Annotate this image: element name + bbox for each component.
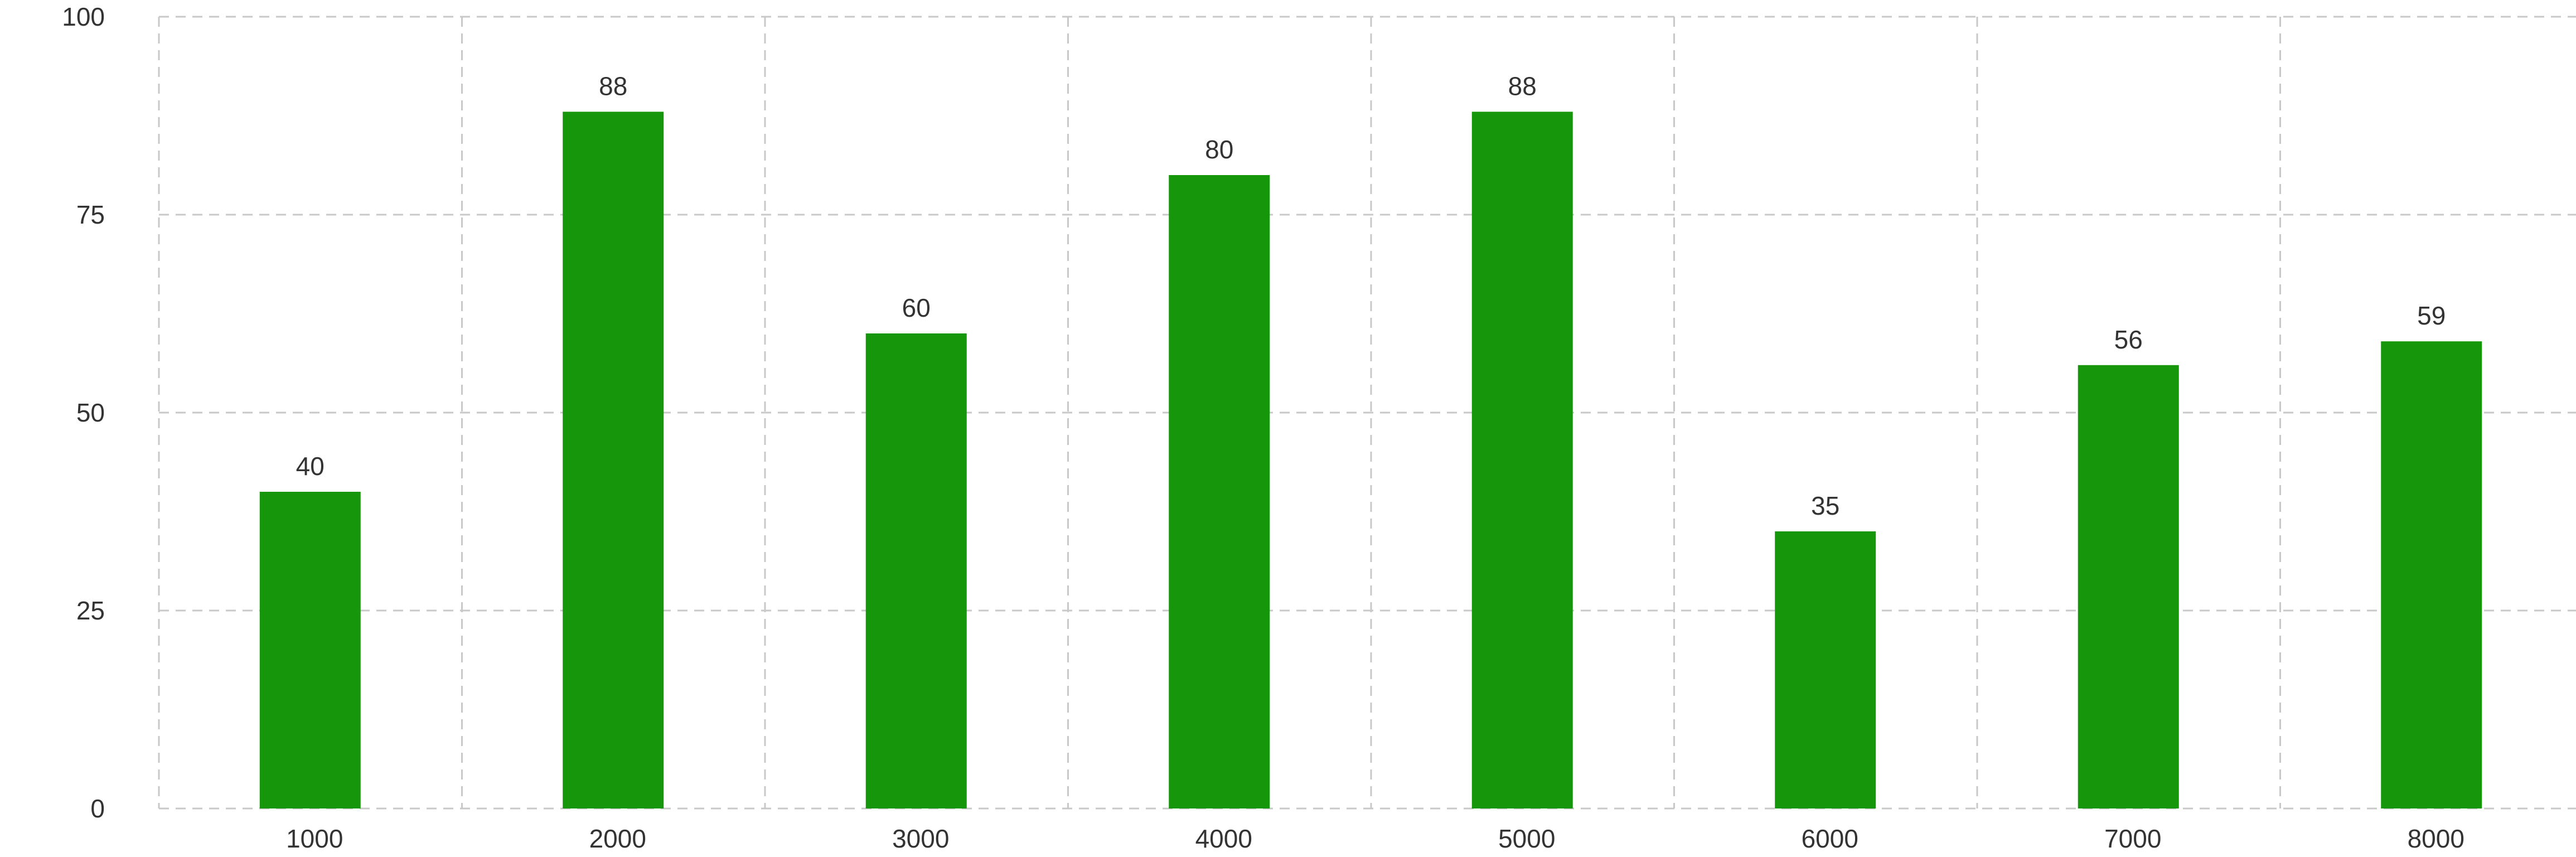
x-tick-label: 1000 bbox=[286, 824, 343, 853]
x-tick-label: 8000 bbox=[2408, 824, 2464, 853]
y-tick-label: 0 bbox=[90, 794, 105, 823]
bar bbox=[1471, 112, 1573, 808]
bars bbox=[259, 112, 2482, 808]
bar bbox=[865, 333, 967, 808]
y-axis: 0 25 50 75 100 bbox=[62, 2, 105, 823]
bar-value-label: 35 bbox=[1811, 491, 1839, 520]
bar-value-label: 59 bbox=[2417, 301, 2446, 330]
y-tick-label: 100 bbox=[62, 2, 105, 31]
x-tick-label: 2000 bbox=[589, 824, 646, 853]
bar bbox=[2078, 365, 2179, 808]
x-tick-label: 7000 bbox=[2104, 824, 2161, 853]
x-tick-label: 4000 bbox=[1195, 824, 1252, 853]
bar-value-label: 56 bbox=[2114, 325, 2143, 354]
x-tick-label: 3000 bbox=[892, 824, 949, 853]
bar-value-label: 88 bbox=[1508, 71, 1537, 100]
grid bbox=[158, 16, 2576, 810]
bar-value-label: 40 bbox=[296, 452, 325, 481]
bar bbox=[1775, 531, 1876, 808]
bar bbox=[259, 492, 361, 808]
x-axis: 1000 2000 3000 4000 5000 6000 7000 8000 bbox=[286, 824, 2464, 853]
x-tick-label: 5000 bbox=[1498, 824, 1555, 853]
data-labels: 40 88 60 80 88 35 56 59 bbox=[296, 71, 2446, 520]
bar bbox=[563, 112, 664, 808]
bar-value-label: 60 bbox=[902, 293, 931, 322]
bar bbox=[1169, 175, 1270, 808]
x-tick-label: 6000 bbox=[1802, 824, 1858, 853]
bar bbox=[2381, 341, 2482, 808]
y-tick-label: 25 bbox=[76, 596, 105, 625]
y-tick-label: 50 bbox=[76, 398, 105, 427]
bar-value-label: 88 bbox=[599, 71, 627, 100]
bar-value-label: 80 bbox=[1205, 135, 1233, 164]
y-tick-label: 75 bbox=[76, 200, 105, 229]
